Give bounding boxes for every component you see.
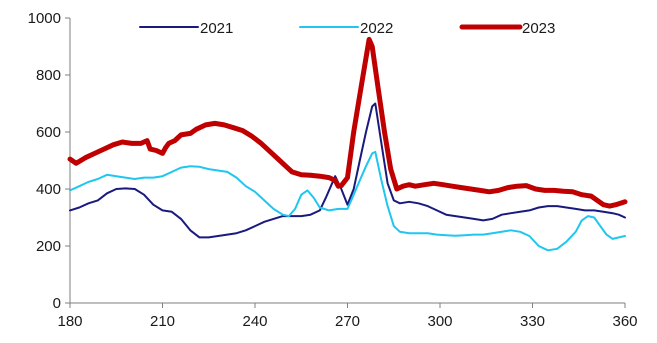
- series-line-2023: [67, 36, 628, 209]
- x-tick-label: 210: [150, 313, 175, 330]
- y-tick-label: 800: [36, 67, 61, 84]
- y-tick-label: 400: [36, 181, 61, 198]
- legend-label-2023: 2023: [522, 20, 555, 37]
- legend-label-2021: 2021: [200, 20, 233, 37]
- y-tick-label: 200: [36, 238, 61, 255]
- y-tick-label: 600: [36, 124, 61, 141]
- y-tick-label: 1000: [28, 10, 61, 27]
- x-tick-label: 270: [335, 313, 360, 330]
- series-line-2022: [69, 150, 626, 252]
- x-tick-label: 300: [427, 313, 452, 330]
- x-tick-label: 330: [520, 313, 545, 330]
- x-tick-label: 240: [242, 313, 267, 330]
- y-tick-label: 0: [53, 295, 61, 312]
- legend-label-2022: 2022: [360, 20, 393, 37]
- series-line-2021: [69, 102, 626, 239]
- x-tick-label: 180: [57, 313, 82, 330]
- x-tick-label: 360: [612, 313, 637, 330]
